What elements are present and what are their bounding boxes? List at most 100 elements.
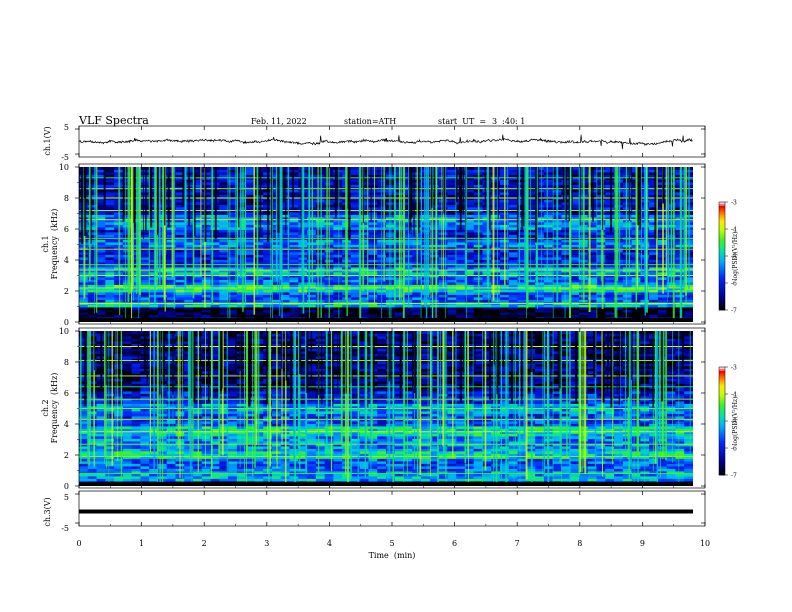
spectrogram-cell bbox=[614, 297, 624, 300]
spectrogram-cell bbox=[245, 259, 255, 263]
spectrogram-cell bbox=[447, 279, 457, 283]
spectrogram-cell bbox=[263, 284, 273, 288]
spectrogram-cell bbox=[605, 262, 615, 265]
spectrogram-cell bbox=[570, 209, 580, 213]
spectrogram-cell bbox=[377, 478, 387, 482]
spectrogram-cell bbox=[289, 194, 299, 198]
spectrogram-cell bbox=[464, 214, 475, 218]
spectrogram-cell bbox=[122, 262, 133, 265]
spectrogram-cell bbox=[570, 274, 580, 278]
spectrogram-cell bbox=[245, 174, 255, 178]
spectrogram-cell bbox=[464, 189, 475, 193]
spectrogram-cell bbox=[368, 262, 378, 265]
spectrogram-cell bbox=[105, 307, 115, 310]
spectrogram-cell bbox=[526, 204, 536, 208]
spectrogram-cell bbox=[359, 252, 369, 255]
spectrogram-cell bbox=[456, 314, 466, 318]
spectrogram-cell bbox=[271, 312, 282, 315]
spectrogram-cell bbox=[140, 194, 150, 198]
spectrogram-cell bbox=[96, 476, 106, 479]
spectrogram-cell bbox=[368, 309, 378, 313]
spectrogram-cell bbox=[105, 287, 115, 290]
spectrogram-cell bbox=[464, 234, 475, 238]
spectrogram-cell bbox=[464, 179, 475, 183]
spectrogram-cell bbox=[517, 262, 527, 265]
spectrogram-cell bbox=[105, 274, 115, 278]
spectrogram-cell bbox=[280, 244, 290, 248]
spectrogram-cell bbox=[605, 167, 615, 170]
spectrogram-cell bbox=[105, 289, 115, 293]
spectrogram-cell bbox=[245, 182, 255, 185]
spectrogram-cell bbox=[587, 289, 597, 293]
spectrogram-cell bbox=[447, 304, 457, 308]
spectrogram-cell bbox=[210, 272, 220, 275]
spectrogram-cell bbox=[526, 247, 536, 250]
spectrogram-cell bbox=[464, 167, 475, 170]
spectrogram-cell bbox=[96, 254, 106, 258]
spectrogram-cell bbox=[307, 478, 317, 482]
spectrogram-cell bbox=[87, 212, 97, 215]
spectrogram-cell bbox=[140, 172, 150, 175]
spectrogram-cell bbox=[201, 309, 211, 313]
spectrogram-cell bbox=[614, 274, 624, 278]
spectrogram-cell bbox=[333, 234, 343, 238]
spectrogram-cell bbox=[307, 314, 317, 318]
spectrogram-cell bbox=[421, 309, 431, 313]
spectrogram-cell bbox=[500, 476, 510, 479]
spectrogram-cell bbox=[622, 227, 632, 230]
spectrogram-cell bbox=[508, 299, 518, 303]
spectrogram-cell bbox=[517, 232, 527, 235]
spectrogram-cell bbox=[219, 254, 229, 258]
spectrogram-cell bbox=[570, 262, 580, 265]
spectrogram-cell bbox=[166, 297, 176, 300]
spectrogram-cell bbox=[464, 277, 475, 280]
spectrogram-cell bbox=[578, 309, 589, 313]
spectrogram-cell bbox=[350, 264, 361, 268]
spectrogram-cell bbox=[140, 242, 150, 245]
spectrogram-cell bbox=[333, 232, 343, 235]
spectrogram-cell bbox=[456, 292, 466, 295]
spectrogram-cell bbox=[228, 227, 238, 230]
spectrogram-cell bbox=[315, 307, 325, 310]
spectrogram-cell bbox=[421, 232, 431, 235]
spectrogram-cell bbox=[491, 274, 501, 278]
spectrogram-cell bbox=[280, 294, 290, 298]
spectrogram-cell bbox=[605, 267, 615, 270]
spectrogram-cell bbox=[280, 282, 290, 285]
spectrogram-cell bbox=[333, 264, 343, 268]
spectrogram-cell bbox=[105, 277, 115, 280]
spectrogram-cell bbox=[526, 299, 536, 303]
spectrogram-cell bbox=[245, 209, 255, 213]
spectrogram-cell bbox=[517, 269, 527, 273]
spectrogram-cell bbox=[219, 277, 229, 280]
spectrogram-cell bbox=[193, 284, 203, 288]
ch1-spectrogram-image bbox=[79, 167, 693, 322]
spectrogram-cell bbox=[96, 202, 106, 205]
spectrogram-cell bbox=[605, 476, 615, 479]
spectrogram-cell bbox=[350, 214, 361, 218]
spectrogram-cell bbox=[175, 267, 185, 270]
spectrogram-cell bbox=[254, 476, 264, 479]
spectrogram-cell bbox=[87, 189, 97, 193]
ch1-ytick-bottom: -5 bbox=[61, 153, 69, 162]
spectrogram-cell bbox=[96, 234, 106, 238]
spectrogram-cell bbox=[570, 277, 580, 280]
spectrogram-cell bbox=[622, 212, 632, 215]
spectrogram-cell bbox=[657, 299, 668, 303]
spectrogram-cell bbox=[210, 242, 220, 245]
spectrogram-cell bbox=[201, 269, 211, 273]
spectrogram-cell bbox=[114, 297, 124, 300]
spectrogram-cell bbox=[245, 282, 255, 285]
spectrogram-cell bbox=[412, 307, 422, 310]
spectrogram-cell bbox=[570, 307, 580, 310]
spectrogram-cell bbox=[201, 277, 211, 280]
spectrogram-cell bbox=[491, 214, 501, 218]
spectrogram-cell bbox=[482, 314, 492, 318]
spectrogram-cell bbox=[614, 172, 624, 175]
spectrogram-cell bbox=[526, 177, 536, 180]
spectrogram-cell bbox=[543, 279, 554, 283]
spectrogram-cell bbox=[508, 242, 518, 245]
spectrogram-cell bbox=[464, 314, 475, 318]
spectrogram-cell bbox=[543, 269, 554, 273]
